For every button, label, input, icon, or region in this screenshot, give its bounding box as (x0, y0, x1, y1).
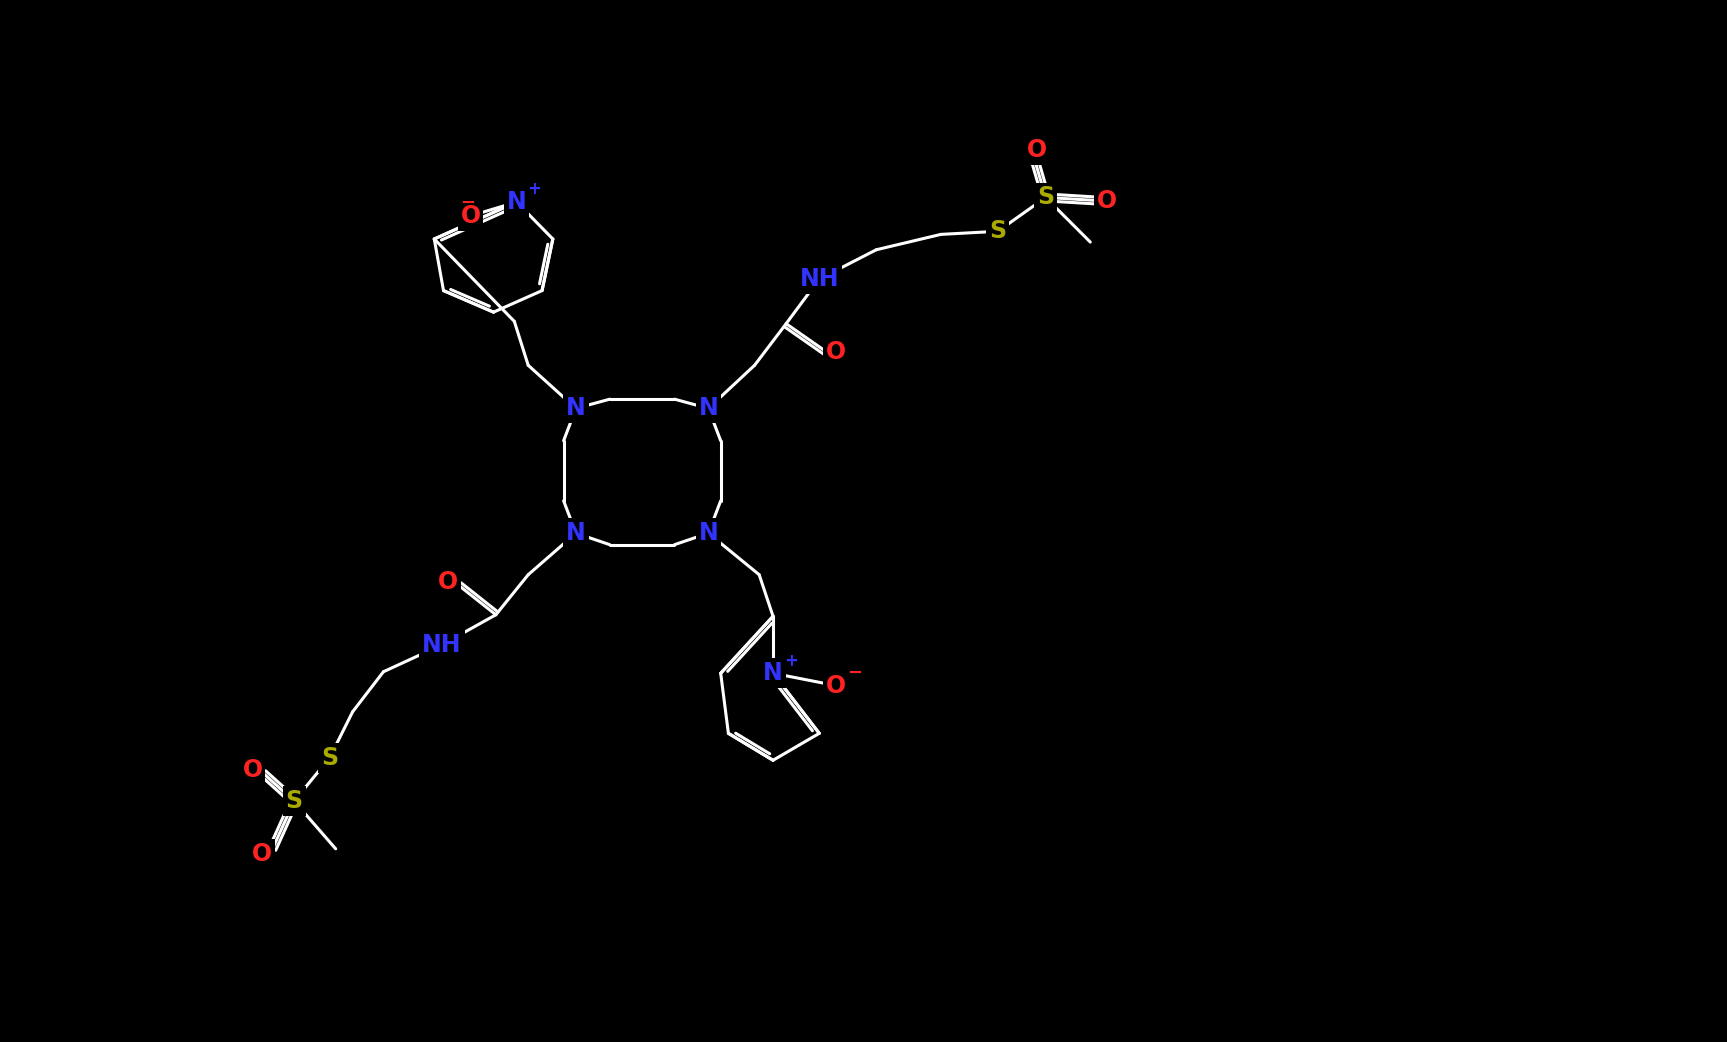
Text: −: − (846, 664, 862, 681)
Text: O: O (826, 340, 846, 365)
Text: −: − (459, 194, 475, 213)
Text: +: + (784, 651, 798, 670)
Text: N: N (506, 190, 527, 214)
Text: +: + (527, 180, 541, 198)
Text: O: O (461, 204, 480, 228)
Text: O: O (242, 758, 263, 782)
Text: NH: NH (421, 632, 461, 656)
Text: O: O (252, 842, 271, 866)
Text: O: O (1097, 189, 1117, 213)
Text: N: N (566, 396, 585, 420)
Text: O: O (826, 673, 846, 697)
Text: NH: NH (800, 267, 839, 291)
Text: N: N (698, 396, 718, 420)
Text: S: S (1038, 185, 1053, 209)
Text: S: S (321, 746, 338, 770)
Text: S: S (990, 219, 1007, 243)
Text: O: O (1028, 138, 1047, 162)
Text: N: N (566, 521, 585, 545)
Text: N: N (763, 662, 782, 686)
Text: O: O (439, 570, 458, 594)
Text: N: N (698, 521, 718, 545)
Text: S: S (285, 789, 302, 813)
